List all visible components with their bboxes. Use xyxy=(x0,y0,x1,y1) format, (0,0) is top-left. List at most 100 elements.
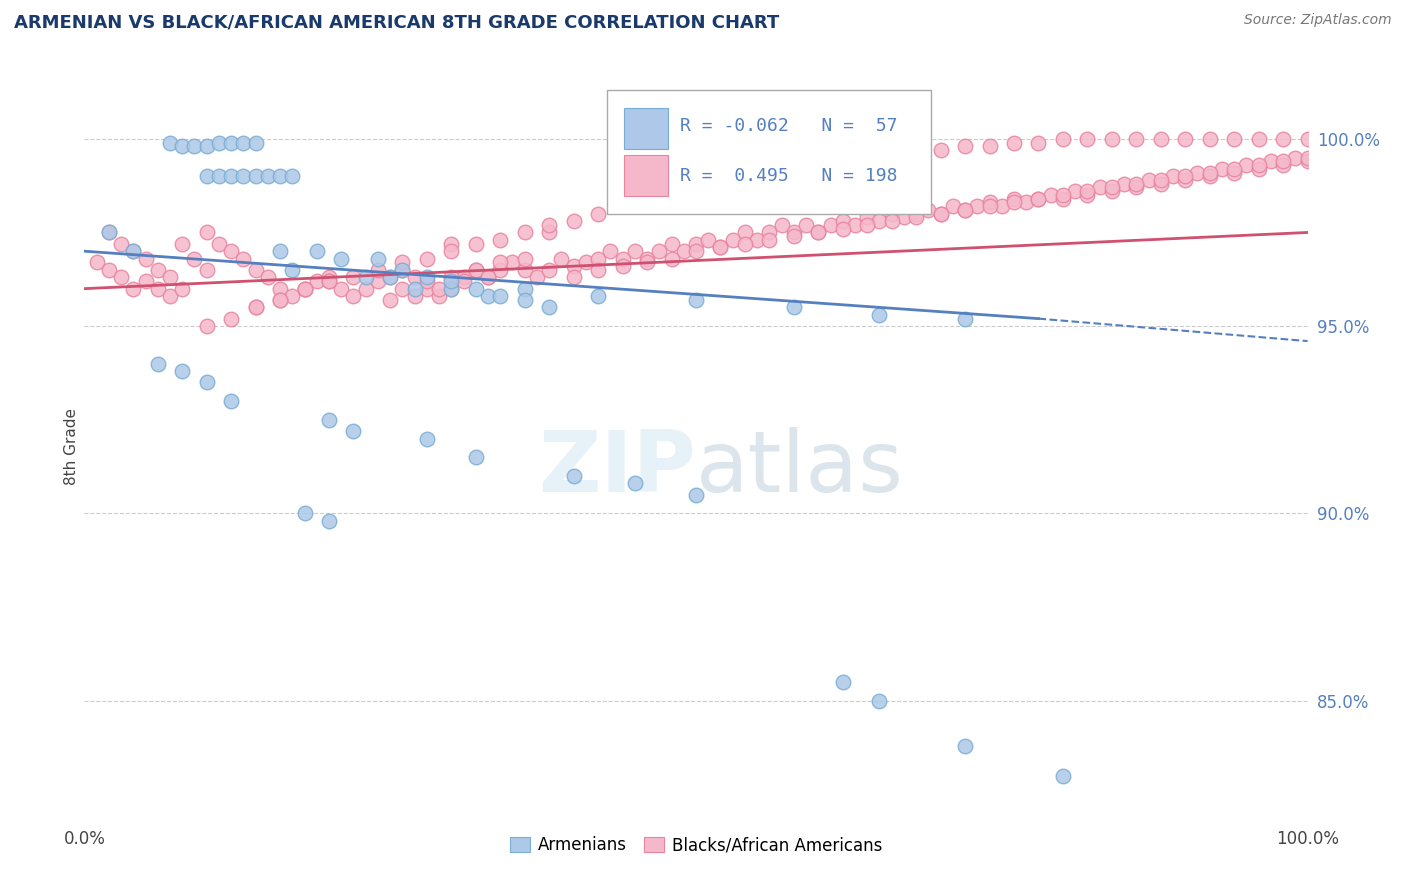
Point xyxy=(1052,769,1074,783)
Y-axis label: 8th Grade: 8th Grade xyxy=(63,408,79,484)
Point xyxy=(1125,180,1147,194)
Point xyxy=(318,274,340,288)
Point xyxy=(172,364,194,378)
Point xyxy=(807,226,830,240)
Point xyxy=(1161,169,1184,184)
Point xyxy=(440,270,463,285)
Point xyxy=(208,236,231,251)
Point xyxy=(1174,132,1197,146)
Point xyxy=(489,255,512,269)
Point xyxy=(195,263,218,277)
Point xyxy=(440,244,463,259)
Point xyxy=(146,357,169,371)
Point xyxy=(661,252,683,266)
Point xyxy=(122,244,145,259)
Point xyxy=(1125,132,1147,146)
Point xyxy=(281,289,304,303)
Point xyxy=(208,169,231,184)
Point xyxy=(195,376,218,390)
Point xyxy=(464,236,486,251)
Point xyxy=(1028,136,1050,150)
Point xyxy=(219,394,242,409)
Point xyxy=(905,211,928,225)
Point xyxy=(269,169,291,184)
Point xyxy=(538,263,561,277)
Point xyxy=(599,244,621,259)
Text: ARMENIAN VS BLACK/AFRICAN AMERICAN 8TH GRADE CORRELATION CHART: ARMENIAN VS BLACK/AFRICAN AMERICAN 8TH G… xyxy=(14,13,779,31)
Point xyxy=(953,202,976,217)
Point xyxy=(917,202,939,217)
Point xyxy=(844,218,866,232)
Point xyxy=(513,293,536,307)
Point xyxy=(734,226,756,240)
Point xyxy=(1272,132,1295,146)
Point xyxy=(869,694,891,708)
Point xyxy=(966,199,988,213)
Point xyxy=(794,218,817,232)
Point xyxy=(257,169,280,184)
Point xyxy=(1028,192,1050,206)
Point xyxy=(513,252,536,266)
Point xyxy=(416,432,439,446)
Point xyxy=(440,236,463,251)
Point xyxy=(770,218,793,232)
Point xyxy=(586,207,609,221)
Point xyxy=(1198,132,1220,146)
Point xyxy=(195,139,218,153)
Point xyxy=(758,169,780,184)
Point xyxy=(721,233,744,247)
Point xyxy=(464,450,486,465)
Point xyxy=(342,289,364,303)
Point xyxy=(562,214,585,228)
Point xyxy=(526,270,548,285)
Point xyxy=(562,469,585,483)
Point xyxy=(305,274,328,288)
Point xyxy=(747,233,769,247)
Point xyxy=(489,233,512,247)
Point xyxy=(86,255,108,269)
Point xyxy=(856,151,879,165)
Point xyxy=(330,252,353,266)
Point xyxy=(219,169,242,184)
Point xyxy=(195,169,218,184)
Point xyxy=(685,488,707,502)
Text: atlas: atlas xyxy=(696,427,904,510)
Point xyxy=(122,282,145,296)
Point xyxy=(453,274,475,288)
Point xyxy=(404,270,426,285)
Point xyxy=(380,270,402,285)
Point xyxy=(342,270,364,285)
Point xyxy=(135,274,157,288)
Point xyxy=(869,214,891,228)
Point xyxy=(416,270,439,285)
Point xyxy=(97,263,120,277)
Point xyxy=(1150,173,1173,187)
Point xyxy=(513,226,536,240)
Point xyxy=(159,270,181,285)
Point xyxy=(562,259,585,273)
Point xyxy=(489,289,512,303)
Point xyxy=(367,263,389,277)
Point xyxy=(391,255,413,269)
Point xyxy=(1114,177,1136,191)
Point xyxy=(905,143,928,157)
Point xyxy=(269,244,291,259)
Point xyxy=(1150,177,1173,191)
Point xyxy=(1247,132,1270,146)
Point xyxy=(636,252,658,266)
Point xyxy=(831,214,853,228)
Point xyxy=(330,282,353,296)
Point xyxy=(195,319,218,334)
Point xyxy=(404,289,426,303)
Point xyxy=(172,282,194,296)
Point xyxy=(991,199,1014,213)
Point xyxy=(953,311,976,326)
Point xyxy=(807,158,830,172)
FancyBboxPatch shape xyxy=(624,108,668,149)
Point xyxy=(245,301,267,315)
Point xyxy=(893,211,915,225)
Point xyxy=(1002,192,1025,206)
Point xyxy=(1272,154,1295,169)
Point xyxy=(294,282,316,296)
Point xyxy=(820,218,842,232)
